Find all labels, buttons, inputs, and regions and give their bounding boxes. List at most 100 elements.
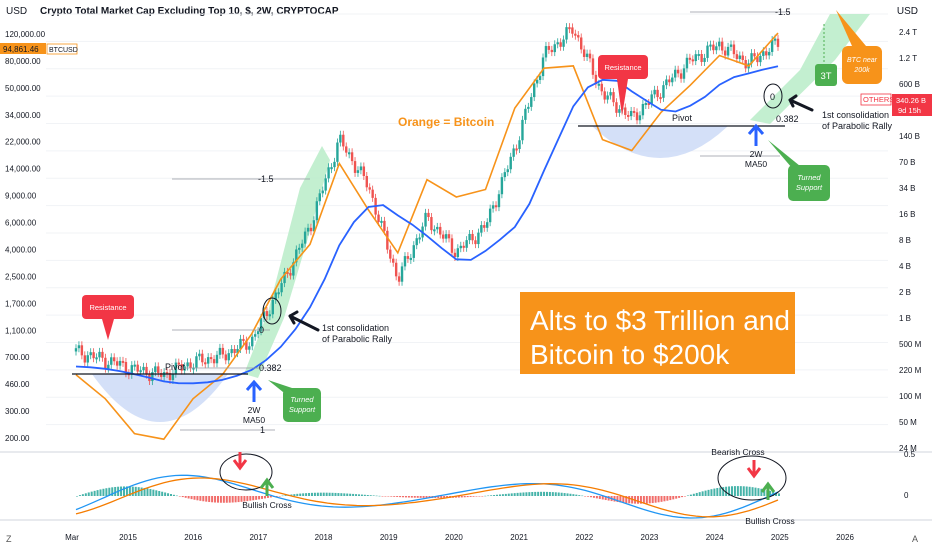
macd-histogram-bar xyxy=(728,486,731,496)
candle-body xyxy=(509,156,512,170)
others-symbol-tag xyxy=(860,93,892,106)
macd-histogram-bar xyxy=(422,496,425,498)
macd-histogram-bar xyxy=(369,495,372,496)
candle-body xyxy=(750,53,753,64)
candle-body xyxy=(330,167,333,170)
macd-histogram-bar xyxy=(316,492,319,496)
macd-histogram-bar xyxy=(669,496,672,501)
candle-body xyxy=(439,226,442,235)
macd-histogram-bar xyxy=(193,496,196,500)
macd-histogram-bar xyxy=(216,496,219,503)
btc-price-value: 94,861.46 xyxy=(3,45,39,54)
candle-body xyxy=(488,208,492,223)
macd-histogram-bar xyxy=(757,488,760,496)
macd-histogram-bar xyxy=(616,496,619,502)
candle-body xyxy=(300,243,304,248)
candle-body xyxy=(582,49,586,57)
fib-label: 0 xyxy=(259,325,264,335)
candle-body xyxy=(703,57,706,62)
candle-body xyxy=(515,148,518,151)
macd-histogram-bar xyxy=(255,496,258,500)
resistance-label: Resistance xyxy=(604,63,641,72)
candle-body xyxy=(221,347,225,355)
candle-body xyxy=(397,276,401,282)
candle-body xyxy=(503,172,507,178)
macd-histogram-bar xyxy=(328,492,331,496)
candle-body xyxy=(168,373,172,380)
macd-histogram-bar xyxy=(666,496,669,501)
candle-body xyxy=(206,357,210,364)
candle-body xyxy=(715,46,718,51)
macd-histogram-bar xyxy=(310,492,313,496)
btc-price-tag xyxy=(0,43,46,54)
macd-histogram-bar xyxy=(205,496,208,502)
macd-histogram-bar xyxy=(231,496,234,503)
candle-body xyxy=(770,40,774,52)
candle-body xyxy=(765,51,768,56)
candle-body xyxy=(248,346,251,350)
macd-histogram-bar xyxy=(651,496,654,504)
auto-scale-button[interactable]: A xyxy=(912,534,919,544)
macd-histogram-bar xyxy=(131,486,134,496)
candle-body xyxy=(174,362,178,374)
macd-histogram-bar xyxy=(305,493,308,496)
candle-body xyxy=(506,169,509,173)
macd-histogram-bar xyxy=(581,495,584,497)
time-axis: Mar 2015 2016 2017 2018 2019 2020 2021 2022 2023 2… xyxy=(65,533,854,542)
candle-body xyxy=(471,233,474,241)
btc-symbol-tag xyxy=(46,43,78,55)
left-axis-tick: 1,700.00 xyxy=(5,299,37,308)
macd-histogram-bar xyxy=(402,496,405,498)
macd-line xyxy=(75,474,779,519)
candle-body xyxy=(201,353,204,363)
candle-body xyxy=(315,201,319,221)
candle-body xyxy=(371,189,374,198)
candle-body xyxy=(577,35,580,38)
macd-histogram-bar xyxy=(419,496,422,498)
candle-body xyxy=(735,54,739,59)
macd-histogram-bar xyxy=(93,490,96,496)
macd-histogram-bar xyxy=(278,496,281,497)
candle-body xyxy=(333,161,336,168)
chart-title[interactable]: Crypto Total Market Cap Excluding Top 10… xyxy=(40,6,339,17)
others-symbol-label: OTHERS xyxy=(863,95,894,104)
candle-body xyxy=(500,177,504,195)
macd-histogram-bar xyxy=(478,496,481,497)
turned-support-label: Turned xyxy=(797,173,821,182)
macd-histogram-bar xyxy=(396,496,399,497)
macd-histogram-bar xyxy=(184,496,187,498)
macd-histogram-bar xyxy=(657,496,660,503)
candle-body xyxy=(230,349,233,354)
macd-histogram-bar xyxy=(125,486,128,496)
timezone-button[interactable]: Z xyxy=(6,534,12,544)
macd-histogram-bar xyxy=(698,492,701,496)
candle-body xyxy=(121,360,125,363)
left-axis-tick: 120,000.00 xyxy=(5,30,46,39)
consolidation-label: of Parabolic Rally xyxy=(322,334,393,344)
macd-histogram-bar xyxy=(378,495,381,497)
right-axis-tick: 220 M xyxy=(899,366,922,375)
headline-banner xyxy=(520,292,795,374)
candle-body xyxy=(283,271,286,284)
candle-body xyxy=(83,355,87,363)
candle-body xyxy=(309,227,313,232)
macd-histogram-bar xyxy=(572,494,575,496)
macd-histogram-bar xyxy=(187,496,190,499)
time-axis-tick: 2025 xyxy=(771,533,789,542)
candle-body xyxy=(441,234,445,239)
macd-histogram-bar xyxy=(164,492,167,496)
macd-histogram-bar xyxy=(275,496,278,497)
candle-body xyxy=(491,205,495,209)
left-axis-tick: 22,000.00 xyxy=(5,138,41,147)
macd-histogram-bar xyxy=(563,493,566,496)
macd-histogram-bar xyxy=(722,487,725,496)
macd-histogram-bar xyxy=(76,496,78,497)
others-candles xyxy=(74,23,780,386)
macd-histogram-bar xyxy=(381,496,384,497)
macd-histogram-bar xyxy=(557,492,560,496)
candle-body xyxy=(459,245,462,249)
candle-body xyxy=(74,348,78,352)
macd-histogram-bar xyxy=(590,496,593,498)
